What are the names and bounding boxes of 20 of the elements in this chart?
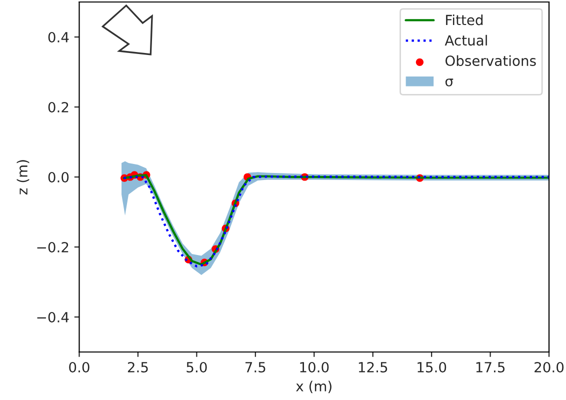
y-tick-label: 0.4 [48, 32, 69, 42]
x-tick-label: 7.5 [246, 362, 266, 372]
y-axis-title: z (m) [16, 160, 30, 194]
x-tick-label: 15.0 [418, 362, 446, 372]
y-tick-label: 0.0 [48, 172, 69, 182]
legend-label: Actual [444, 34, 487, 46]
y-tick-label: 0.2 [48, 102, 68, 112]
x-axis-title: x (m) [296, 380, 332, 394]
x-tick-label: 5.0 [186, 362, 207, 372]
y-tick-label: −0.4 [37, 312, 69, 322]
x-tick-label: 12.5 [358, 362, 388, 372]
y-tick-label: −0.2 [37, 242, 68, 252]
legend-label: σ [445, 78, 454, 86]
x-tick-label: 0.0 [69, 362, 90, 372]
x-tick-label: 2.5 [128, 362, 148, 372]
x-tick-label: 20.0 [534, 362, 564, 372]
legend-label: Observations [445, 55, 536, 66]
x-tick-label: 17.5 [476, 362, 505, 372]
x-tick-label: 10.0 [300, 362, 329, 372]
legend-label: Fitted [446, 14, 483, 26]
